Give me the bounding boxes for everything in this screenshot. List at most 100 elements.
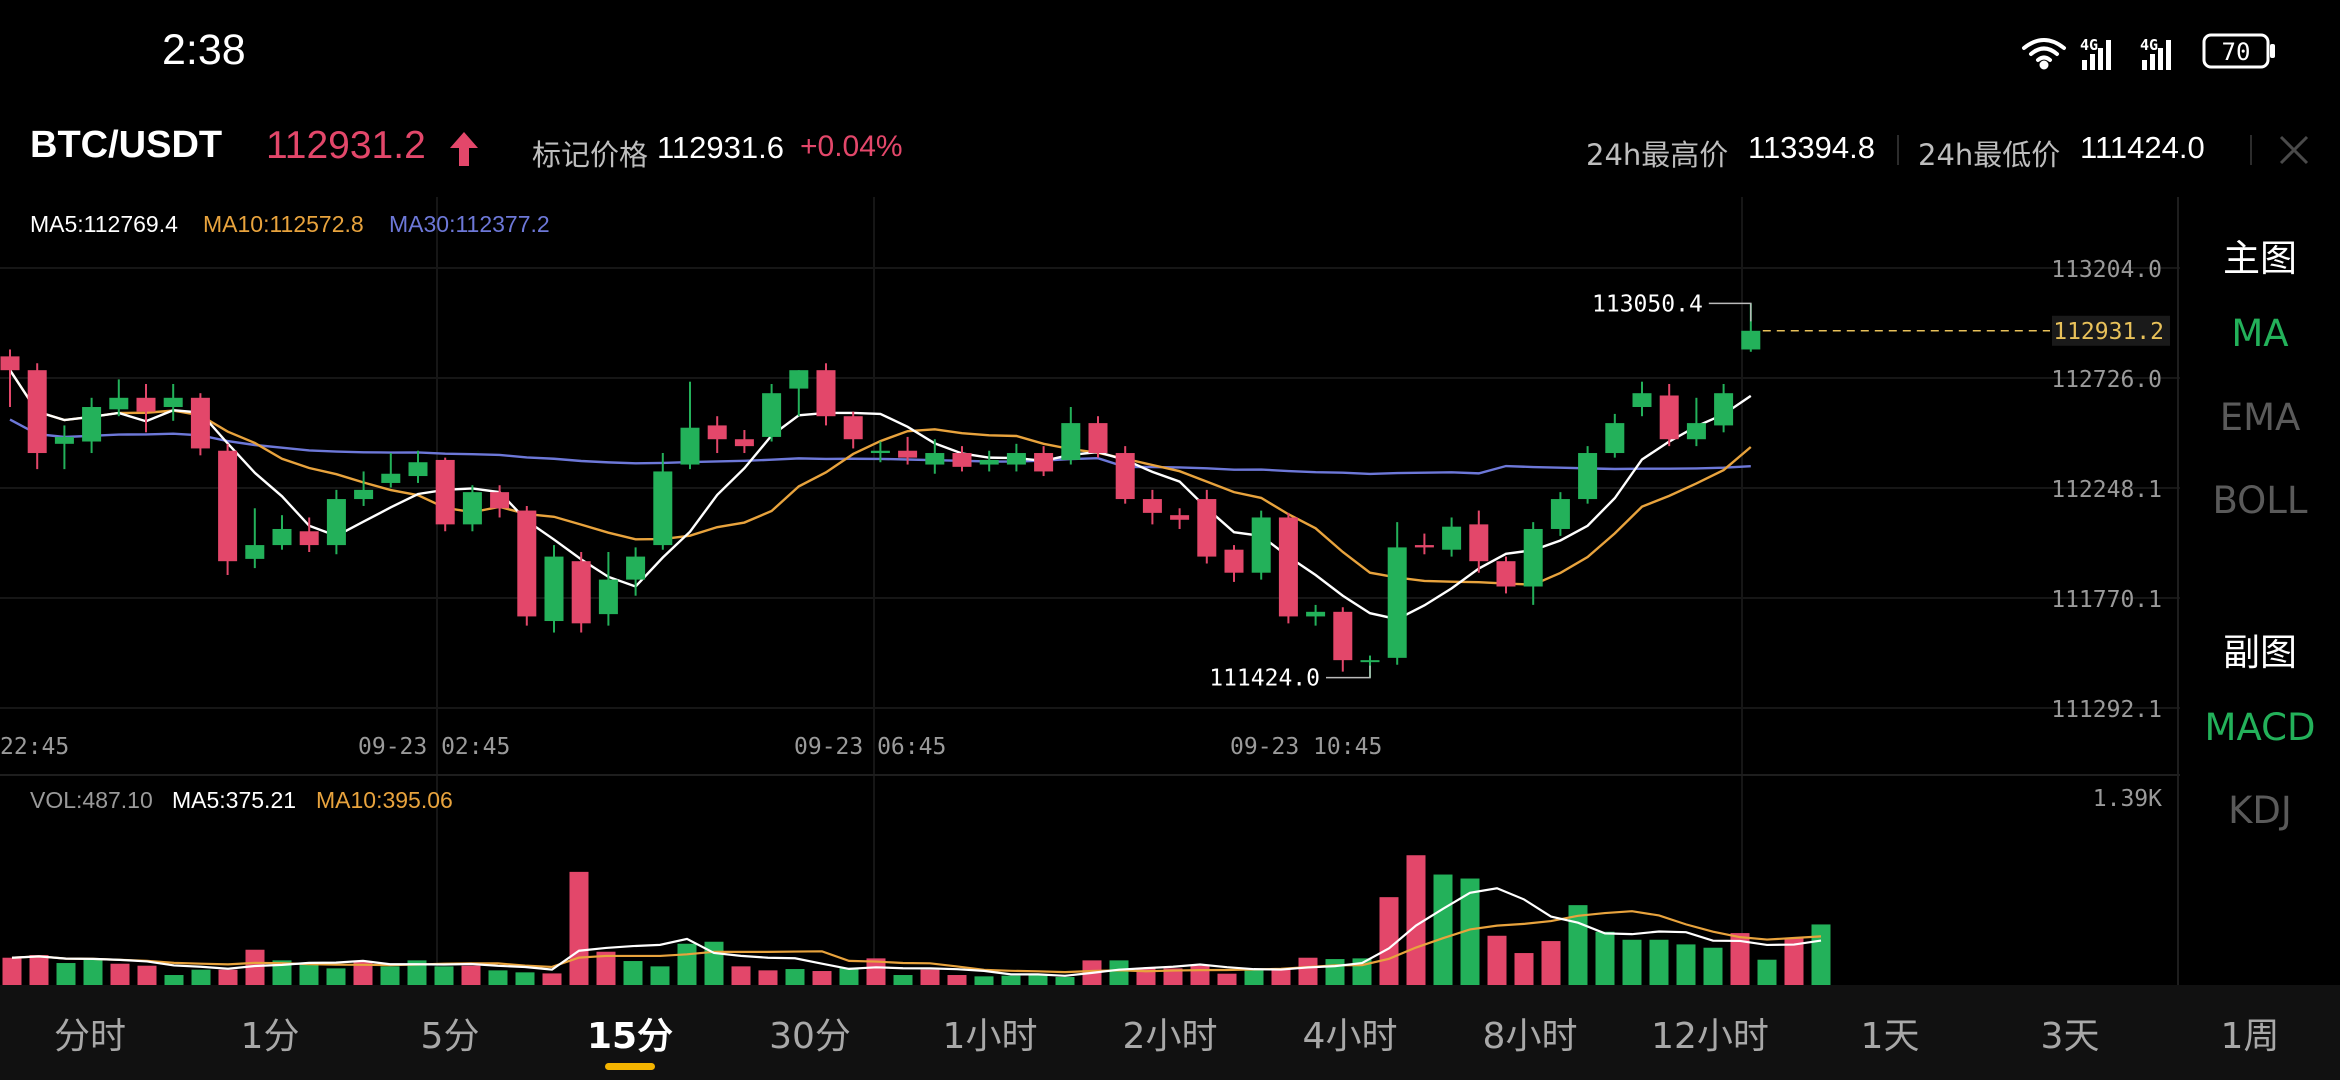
candle-body — [925, 453, 945, 465]
volume-bar — [380, 966, 400, 985]
trading-pair[interactable]: BTC/USDT — [30, 124, 223, 166]
24h-low-value: 111424.0 — [2080, 130, 2205, 165]
candle-body — [1659, 395, 1679, 440]
current-price-tag — [2052, 315, 2170, 346]
tab-5[interactable]: 1小时 — [942, 1015, 1038, 1057]
candle-body — [1496, 561, 1516, 587]
volume-bar — [1298, 957, 1318, 985]
price-tick: 111292.1 — [2051, 697, 2162, 723]
candle-body — [54, 436, 74, 444]
volume-bar — [947, 975, 967, 985]
legend-vol-ma5: MA5:375.21 — [172, 787, 297, 813]
indicator-kdj[interactable]: KDJ — [2228, 789, 2292, 832]
candle-body — [1333, 611, 1353, 661]
volume-bar — [1730, 933, 1750, 985]
indicator-ema[interactable]: EMA — [2219, 396, 2301, 439]
volume-bar — [83, 959, 103, 985]
tab-6[interactable]: 2小时 — [1122, 1015, 1218, 1057]
volume-bar — [974, 976, 994, 985]
volume-bar — [488, 970, 508, 985]
volume-bar — [893, 975, 913, 985]
volume-bar — [1703, 947, 1723, 985]
candle-body — [762, 393, 782, 437]
volume-bar — [920, 969, 940, 985]
candle-body — [626, 556, 646, 580]
mark-price-label: 标记价格 — [532, 138, 649, 172]
volume-bars — [2, 855, 1831, 985]
mark-price-value: 112931.6 — [657, 130, 784, 165]
tab-12[interactable]: 1周 — [2220, 1015, 2280, 1057]
tab-2[interactable]: 5分 — [420, 1015, 480, 1057]
volume-bar — [245, 949, 265, 985]
volume-bar — [866, 958, 886, 985]
volume-bar — [1244, 970, 1264, 985]
candle-body — [517, 510, 537, 617]
candle-body — [898, 450, 918, 458]
candles — [0, 303, 1761, 678]
volume-bar — [326, 968, 346, 985]
candle-body — [789, 370, 809, 389]
volume-bar — [407, 960, 427, 985]
ma-lines — [8, 369, 1752, 621]
tab-0[interactable]: 分时 — [53, 1015, 126, 1057]
low-marker-line — [1326, 665, 1371, 679]
ma5-line — [8, 369, 1752, 621]
tab-7[interactable]: 4小时 — [1302, 1015, 1398, 1057]
volume-bar — [785, 969, 805, 985]
volume-bar — [1379, 897, 1399, 985]
tab-11[interactable]: 3天 — [2040, 1015, 2100, 1057]
volume-bar — [110, 963, 130, 985]
candle-body — [1197, 499, 1217, 557]
tab-1[interactable]: 1分 — [240, 1015, 300, 1057]
close-icon[interactable] — [2278, 134, 2310, 166]
volume-bar — [2, 957, 22, 985]
tab-3[interactable]: 15分 — [540, 985, 720, 1080]
tab-8[interactable]: 8小时 — [1482, 1015, 1578, 1057]
volume-bar — [758, 970, 778, 985]
volume-bar — [1487, 935, 1507, 985]
indicator-macd[interactable]: MACD — [2204, 706, 2316, 749]
volume-bar — [434, 966, 454, 985]
candle-body — [1170, 515, 1190, 520]
candle-body — [1414, 545, 1434, 548]
volume-bar — [218, 969, 238, 985]
volume-bar — [596, 951, 616, 985]
candle-body — [1686, 423, 1706, 440]
volume-bar — [299, 965, 319, 985]
price-tick: 112726.0 — [2051, 367, 2162, 393]
volume-bar — [1001, 975, 1021, 985]
legend-ma5: MA5:112769.4 — [30, 211, 178, 237]
candle-body — [136, 397, 156, 412]
kline-chart[interactable]: 113204.0 112726.0 112248.1 111770.1 111292.1… — [0, 195, 2180, 985]
candle-body — [1251, 517, 1271, 573]
indicator-boll[interactable]: BOLL — [2212, 479, 2308, 522]
tab-4[interactable]: 30分 — [769, 1015, 851, 1057]
volume-bar — [569, 871, 589, 985]
volume-bar — [1190, 965, 1210, 985]
price-tick: 113204.0 — [2051, 257, 2162, 283]
volume-axis-label: 1.39K — [2093, 786, 2162, 812]
ma10-line — [8, 369, 1752, 586]
signal-1-icon — [2082, 40, 2111, 70]
signal-2-icon — [2142, 40, 2171, 70]
candle-body — [843, 416, 863, 440]
candle-body — [190, 397, 210, 449]
24h-high-label: 24h最高价 — [1586, 138, 1729, 172]
low-marker-label: 111424.0 — [1209, 666, 1320, 692]
interval-tabs: 分时 1分 5分 15分 30分 1小时 2小时 4小时 8小时 12小时 1天 3天 1周 — [0, 985, 2340, 1080]
tab-10[interactable]: 1天 — [1860, 1015, 1920, 1057]
current-price-value: 112931.2 — [2053, 319, 2164, 345]
volume-bar — [1460, 878, 1480, 985]
indicator-ma[interactable]: MA — [2231, 312, 2289, 355]
volume-bar — [1622, 939, 1642, 985]
volume-bar — [623, 961, 643, 985]
candle-body — [1387, 547, 1407, 658]
volume-bar — [1028, 975, 1048, 985]
tab-9[interactable]: 12小时 — [1651, 1015, 1769, 1057]
legend-vol: VOL:487.10 — [30, 787, 153, 813]
volume-bar — [29, 955, 49, 985]
candle-body — [299, 531, 319, 546]
candle-body — [1224, 549, 1244, 573]
volume-bar — [650, 966, 670, 985]
price-change-percent: +0.04% — [800, 130, 903, 163]
